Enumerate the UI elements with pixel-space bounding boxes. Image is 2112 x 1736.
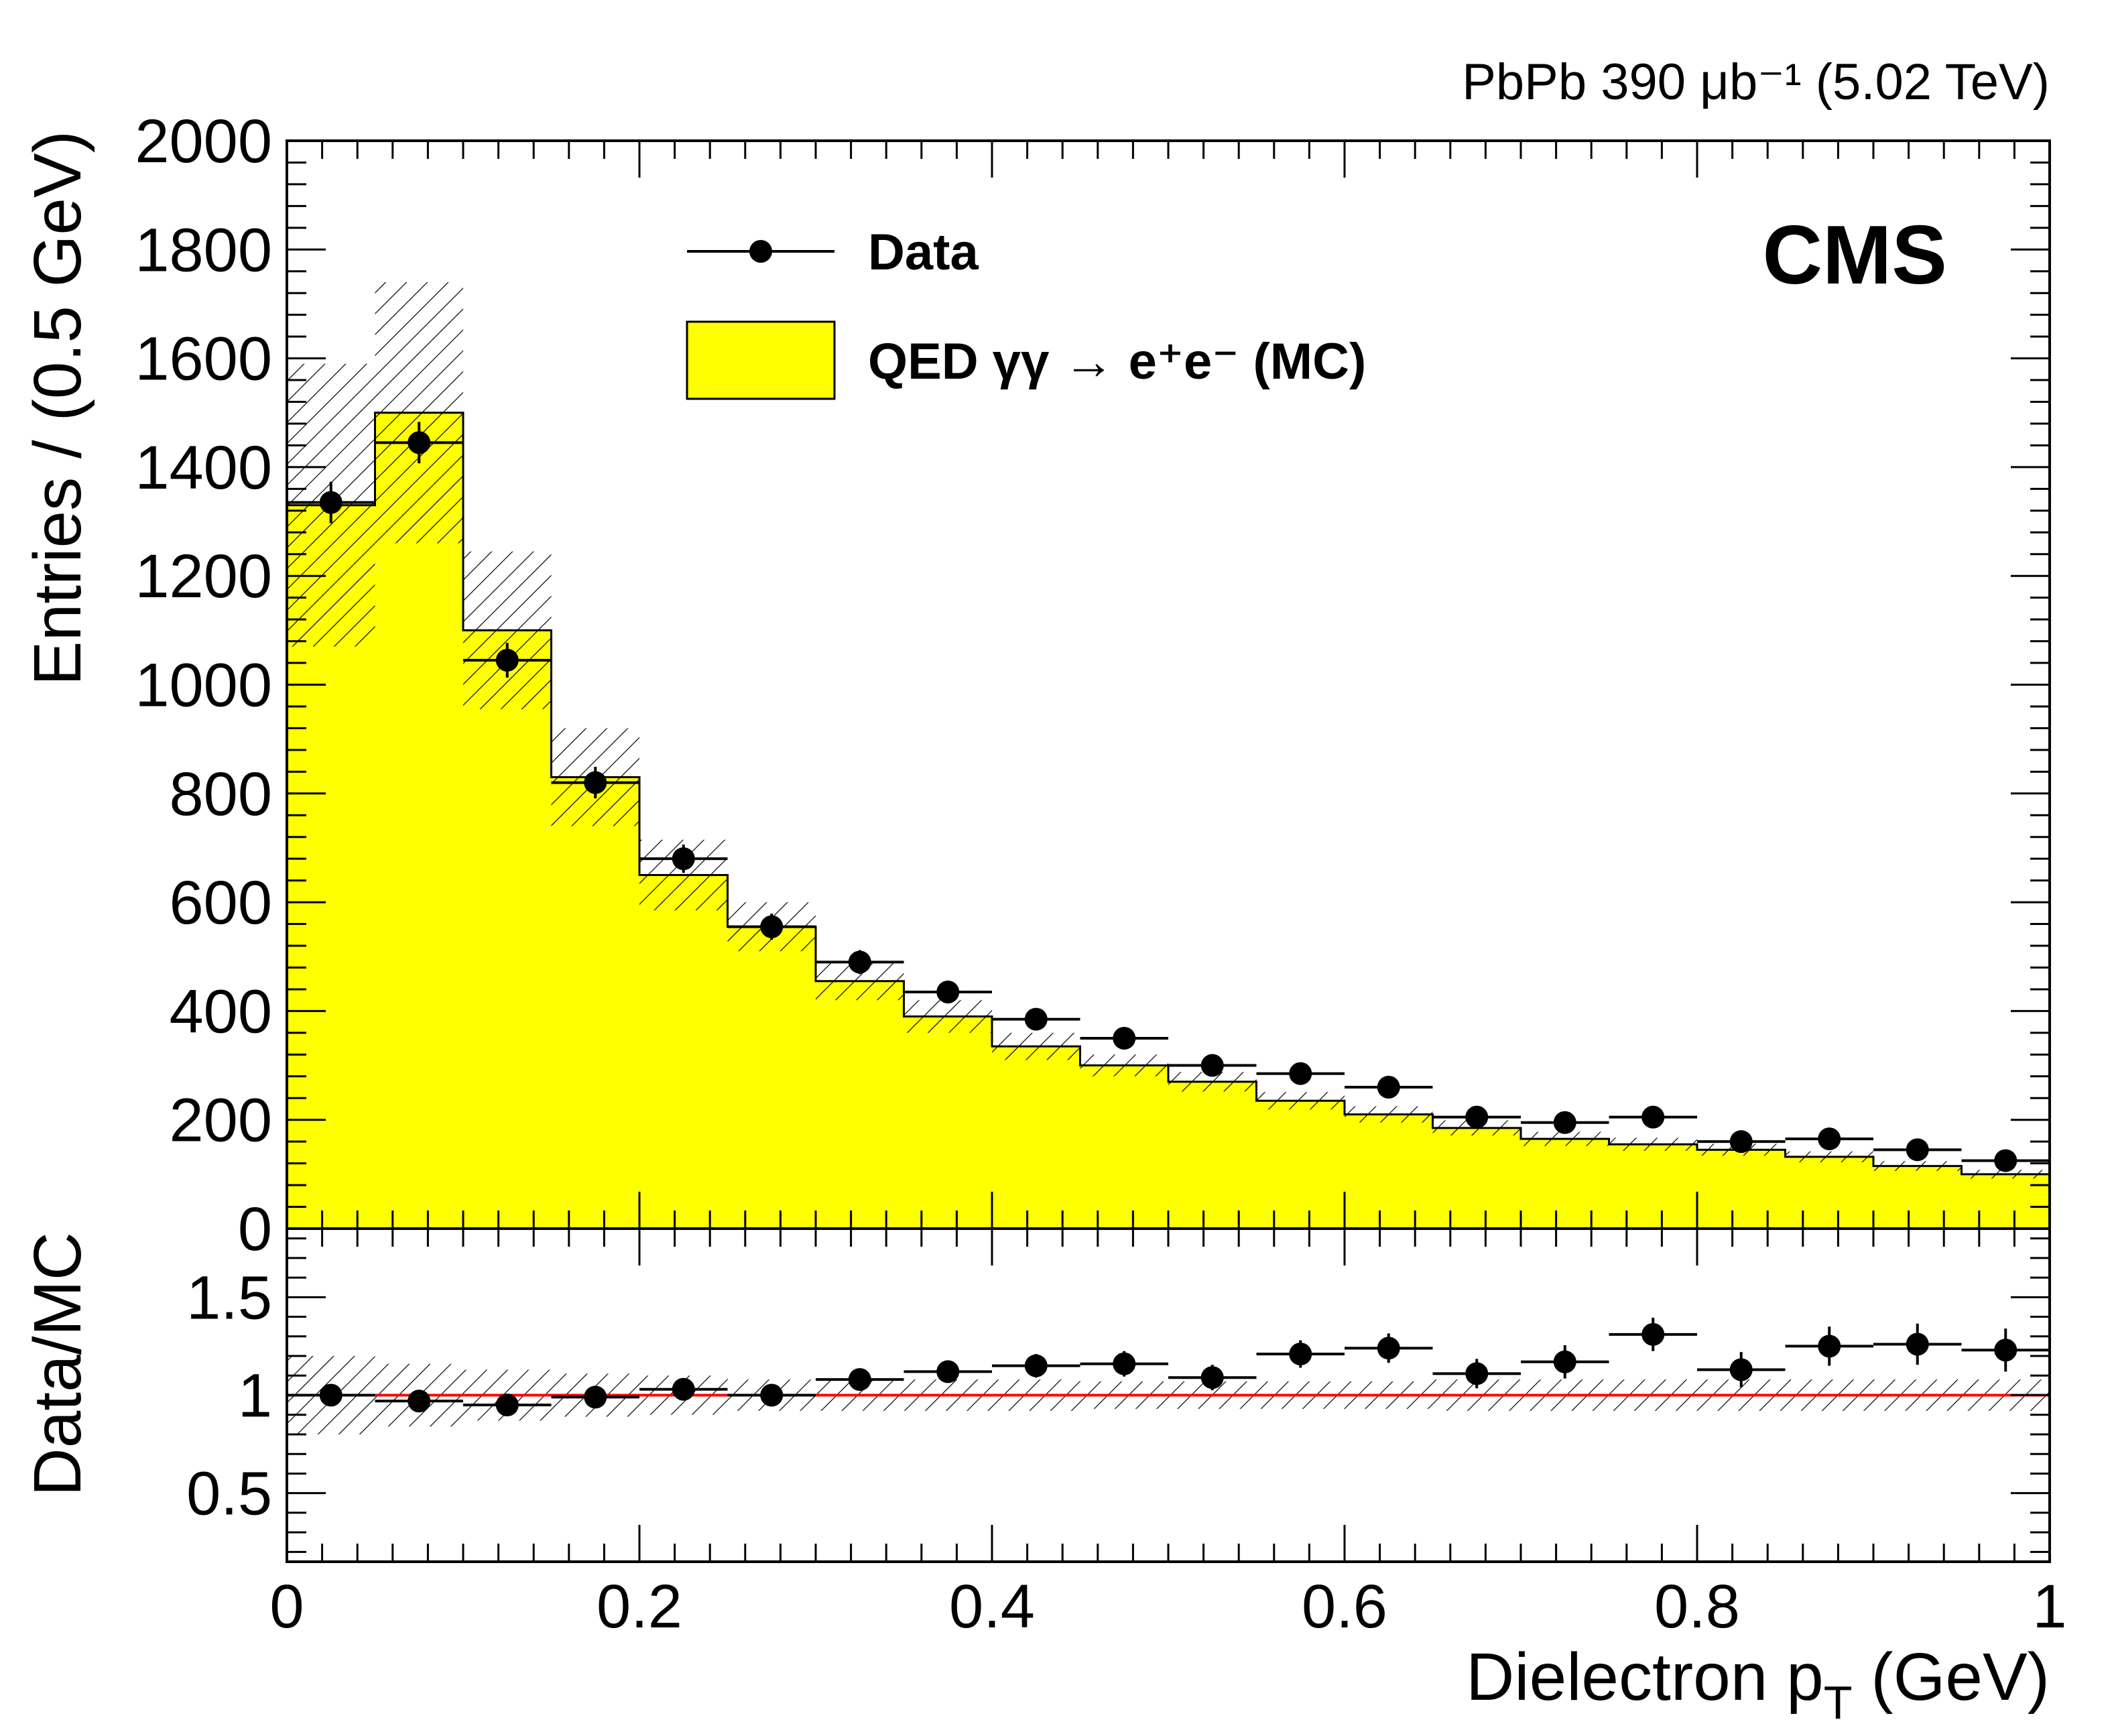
ratio-point bbox=[495, 1393, 519, 1417]
mc-uncertainty-box bbox=[1609, 1137, 1697, 1151]
data-point bbox=[760, 915, 784, 938]
ratio-points bbox=[287, 1318, 2050, 1417]
mc-uncertainty-box bbox=[904, 1000, 992, 1033]
legend-data-label: Data bbox=[868, 224, 979, 281]
ratio-point bbox=[1729, 1358, 1753, 1381]
luminosity-label: PbPb 390 μb⁻¹ (5.02 TeV) bbox=[1462, 54, 2050, 111]
ratio-y-tick-labels: 0.5 1 1.5 bbox=[186, 1263, 272, 1528]
ratio-point bbox=[408, 1389, 431, 1413]
x-axis-title: Dielectron pT (GeV) bbox=[1466, 1639, 2050, 1729]
data-point bbox=[1465, 1105, 1489, 1129]
data-points bbox=[287, 422, 2050, 1172]
ratio-plot-panel: 0.5 1 1.5 0 0.2 0.4 0.6 0.8 1 bbox=[186, 1227, 2067, 1641]
mc-uncertainty-band bbox=[287, 282, 2050, 1179]
data-point bbox=[672, 847, 695, 871]
data-point bbox=[495, 648, 519, 672]
ratio-point bbox=[1200, 1366, 1224, 1389]
x-tick-label: 0.2 bbox=[597, 1572, 682, 1641]
ratio-point bbox=[1465, 1362, 1489, 1385]
data-point bbox=[1024, 1007, 1048, 1031]
main-y-tick-label: 600 bbox=[170, 869, 273, 937]
ratio-point bbox=[1994, 1339, 2017, 1362]
data-point bbox=[848, 950, 871, 974]
ratio-point bbox=[672, 1377, 695, 1401]
mc-uncertainty-box bbox=[1961, 1170, 2050, 1179]
main-y-tick-label: 800 bbox=[170, 760, 273, 828]
main-y-tick-label: 1200 bbox=[135, 542, 272, 611]
mc-uncertainty-box bbox=[1873, 1161, 1962, 1171]
ratio-y-tick-label: 0.5 bbox=[186, 1460, 272, 1528]
cms-label: CMS bbox=[1762, 209, 1947, 302]
main-y-tick-label: 400 bbox=[170, 977, 273, 1046]
ratio-y-tick-label: 1.5 bbox=[186, 1263, 272, 1332]
data-point bbox=[1994, 1149, 2017, 1172]
main-y-tick-label: 1400 bbox=[135, 434, 272, 502]
x-tick-label: 1 bbox=[2032, 1572, 2066, 1641]
data-point bbox=[936, 980, 960, 1003]
ratio-point bbox=[584, 1385, 607, 1409]
legend-mc-swatch bbox=[686, 320, 836, 400]
x-tick-label: 0.6 bbox=[1302, 1572, 1387, 1641]
data-point bbox=[1377, 1076, 1400, 1099]
main-y-tick-label: 0 bbox=[238, 1195, 272, 1263]
main-y-tick-labels: 0 200 400 600 800 1000 1200 1400 1600 1800 2000 bbox=[135, 107, 272, 1263]
data-point bbox=[584, 771, 607, 794]
data-point bbox=[1289, 1062, 1312, 1085]
ratio-point bbox=[1113, 1352, 1136, 1375]
data-point bbox=[1200, 1054, 1224, 1077]
mc-uncertainty-box bbox=[1345, 1106, 1433, 1123]
ratio-point bbox=[1289, 1343, 1312, 1366]
ratio-point bbox=[1024, 1354, 1048, 1377]
legend-data-marker bbox=[749, 240, 772, 263]
data-point bbox=[1906, 1138, 1929, 1162]
mc-uncertainty-box bbox=[375, 282, 463, 544]
mc-uncertainty-box bbox=[992, 1032, 1080, 1060]
ratio-point bbox=[319, 1383, 343, 1407]
ratio-y-tick-label: 1 bbox=[238, 1362, 272, 1430]
ratio-point bbox=[1553, 1350, 1576, 1373]
ratio-y-axis-title: Data/MC bbox=[20, 1232, 95, 1497]
ratio-point bbox=[936, 1360, 960, 1383]
ratio-point bbox=[1906, 1332, 1929, 1356]
mc-uncertainty-box bbox=[1256, 1092, 1345, 1110]
data-point bbox=[319, 491, 343, 514]
legend: Data QED γγ → e⁺e⁻ (MC) bbox=[686, 224, 1366, 400]
x-tick-label: 0 bbox=[269, 1572, 304, 1641]
ratio-axes bbox=[286, 1227, 2051, 1563]
ratio-point bbox=[1377, 1337, 1400, 1360]
ratio-point bbox=[1641, 1322, 1665, 1346]
x-tick-label: 0.4 bbox=[949, 1572, 1035, 1641]
data-point bbox=[1113, 1026, 1136, 1050]
mc-uncertainty-box bbox=[1521, 1131, 1609, 1146]
ratio-point bbox=[848, 1368, 871, 1391]
data-point bbox=[1729, 1130, 1753, 1154]
main-y-tick-label: 1800 bbox=[135, 216, 272, 284]
mc-uncertainty-box bbox=[463, 551, 552, 710]
main-y-tick-label: 1600 bbox=[135, 325, 272, 393]
x-tick-labels: 0 0.2 0.4 0.6 0.8 1 bbox=[269, 1572, 2066, 1641]
data-point bbox=[408, 431, 431, 454]
data-point bbox=[1818, 1127, 1841, 1151]
data-point bbox=[1641, 1105, 1665, 1129]
legend-mc-label: QED γγ → e⁺e⁻ (MC) bbox=[868, 333, 1366, 390]
data-point bbox=[1553, 1111, 1576, 1134]
ratio-point bbox=[1818, 1335, 1841, 1358]
mc-uncertainty-box bbox=[1080, 1054, 1168, 1076]
mc-uncertainty-box bbox=[1785, 1151, 1873, 1162]
main-y-tick-label: 200 bbox=[170, 1087, 273, 1155]
main-plot-panel: 0 200 400 600 800 1000 1200 1400 1600 1800 2000 bbox=[135, 107, 2051, 1263]
ratio-point bbox=[760, 1383, 784, 1407]
main-y-axis-title: Entries / (0.5 GeV) bbox=[20, 131, 95, 686]
main-y-tick-label: 1000 bbox=[135, 652, 272, 720]
x-tick-label: 0.8 bbox=[1654, 1572, 1740, 1641]
main-y-tick-label: 2000 bbox=[135, 107, 272, 176]
